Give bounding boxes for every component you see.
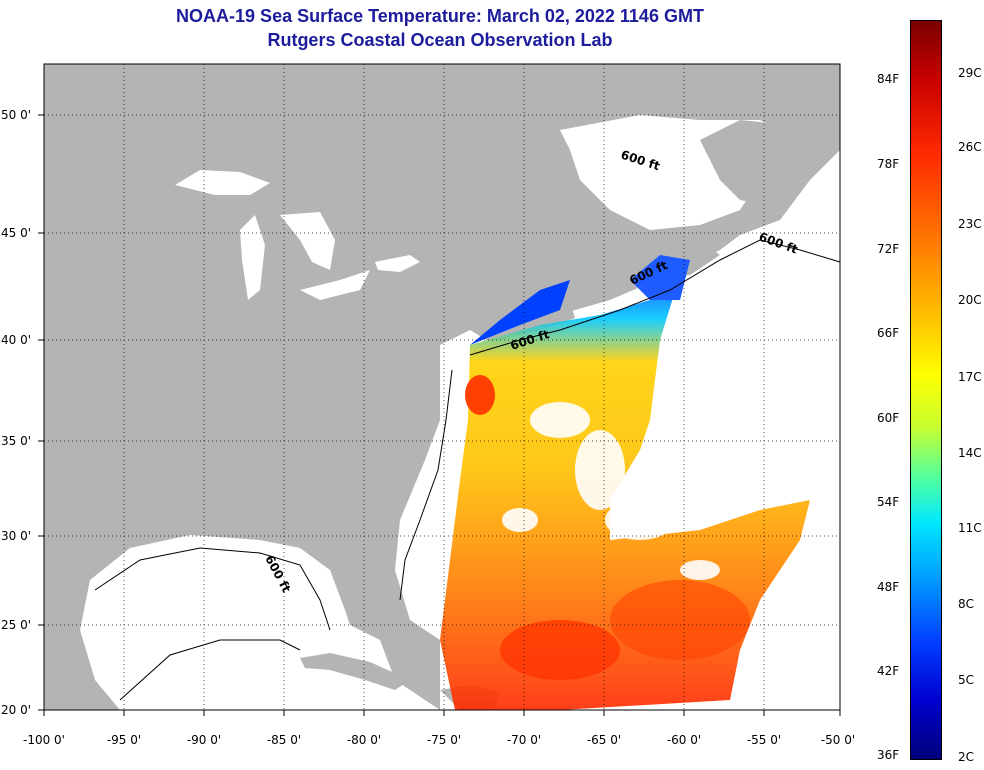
warm-eddy bbox=[465, 375, 495, 415]
lat-label: 30 0' bbox=[1, 529, 31, 543]
longitude-labels: -100 0' -95 0' -90 0' -85 0' -80 0' -75 … bbox=[23, 733, 855, 747]
latitude-labels: 50 0' 45 0' 40 0' 35 0' 30 0' 25 0' 20 0… bbox=[1, 108, 31, 717]
colorbar-c-label: 11C bbox=[958, 521, 982, 535]
cloud-gaps bbox=[502, 402, 720, 580]
colorbar-f-label: 72F bbox=[877, 242, 900, 256]
lon-label: -65 0' bbox=[587, 733, 621, 747]
colorbar-f-label: 54F bbox=[877, 495, 900, 509]
lon-label: -75 0' bbox=[427, 733, 461, 747]
colorbar-f-label: 84F bbox=[877, 72, 900, 86]
lon-label: -85 0' bbox=[267, 733, 301, 747]
tick-marks bbox=[38, 114, 841, 716]
sst-map: 600 ft 600 ft 600 ft 600 ft 600 ft bbox=[1, 63, 855, 747]
graticule bbox=[44, 64, 840, 710]
warm-patch bbox=[610, 580, 750, 660]
lat-label: 45 0' bbox=[1, 226, 31, 240]
colorbar-c-label: 8C bbox=[958, 597, 975, 611]
map-title: NOAA-19 Sea Surface Temperature: March 0… bbox=[176, 6, 704, 26]
lon-label: -55 0' bbox=[747, 733, 781, 747]
colorbar-f-label: 78F bbox=[877, 157, 900, 171]
lon-label: -70 0' bbox=[507, 733, 541, 747]
600ft-contour bbox=[119, 639, 301, 701]
colorbar-f-label: 60F bbox=[877, 411, 900, 425]
lat-label: 50 0' bbox=[1, 108, 31, 122]
colorbar-c-label: 23C bbox=[958, 217, 982, 231]
warm-patch bbox=[500, 620, 620, 680]
colorbar-c-label: 17C bbox=[958, 370, 982, 384]
colorbar-c-label: 20C bbox=[958, 293, 982, 307]
lon-label: -80 0' bbox=[347, 733, 381, 747]
lat-label: 35 0' bbox=[1, 434, 31, 448]
600ft-contour bbox=[469, 239, 841, 356]
lat-label: 40 0' bbox=[1, 333, 31, 347]
600ft-contour bbox=[399, 369, 453, 601]
great-lakes bbox=[175, 170, 420, 300]
colorbar-c-label: 29C bbox=[958, 66, 982, 80]
map-frame bbox=[43, 63, 841, 711]
colorbar-f-label: 42F bbox=[877, 664, 900, 678]
temperature-colorbar bbox=[910, 20, 942, 760]
lat-label: 20 0' bbox=[1, 703, 31, 717]
lat-label: 25 0' bbox=[1, 618, 31, 632]
colorbar-f-label: 48F bbox=[877, 580, 900, 594]
colorbar-c-label: 2C bbox=[958, 750, 975, 764]
cold-georges-bank bbox=[630, 255, 690, 300]
map-subtitle: Rutgers Coastal Ocean Observation Lab bbox=[267, 30, 613, 50]
lon-label: -100 0' bbox=[23, 733, 65, 747]
colorbar-c-label: 5C bbox=[958, 673, 975, 687]
lon-label: -60 0' bbox=[667, 733, 701, 747]
colorbar-c-label: 26C bbox=[958, 140, 982, 154]
600ft-contour bbox=[94, 547, 331, 631]
colorbar-f-label: 36F bbox=[877, 748, 900, 762]
colorbar-f-label: 66F bbox=[877, 326, 900, 340]
newfoundland bbox=[700, 120, 820, 205]
lon-label: -90 0' bbox=[187, 733, 221, 747]
colorbar-c-label: 14C bbox=[958, 446, 982, 460]
cuba bbox=[300, 653, 410, 690]
lon-label: -50 0' bbox=[821, 733, 855, 747]
cold-shelf-water bbox=[470, 280, 570, 345]
lon-label: -95 0' bbox=[107, 733, 141, 747]
